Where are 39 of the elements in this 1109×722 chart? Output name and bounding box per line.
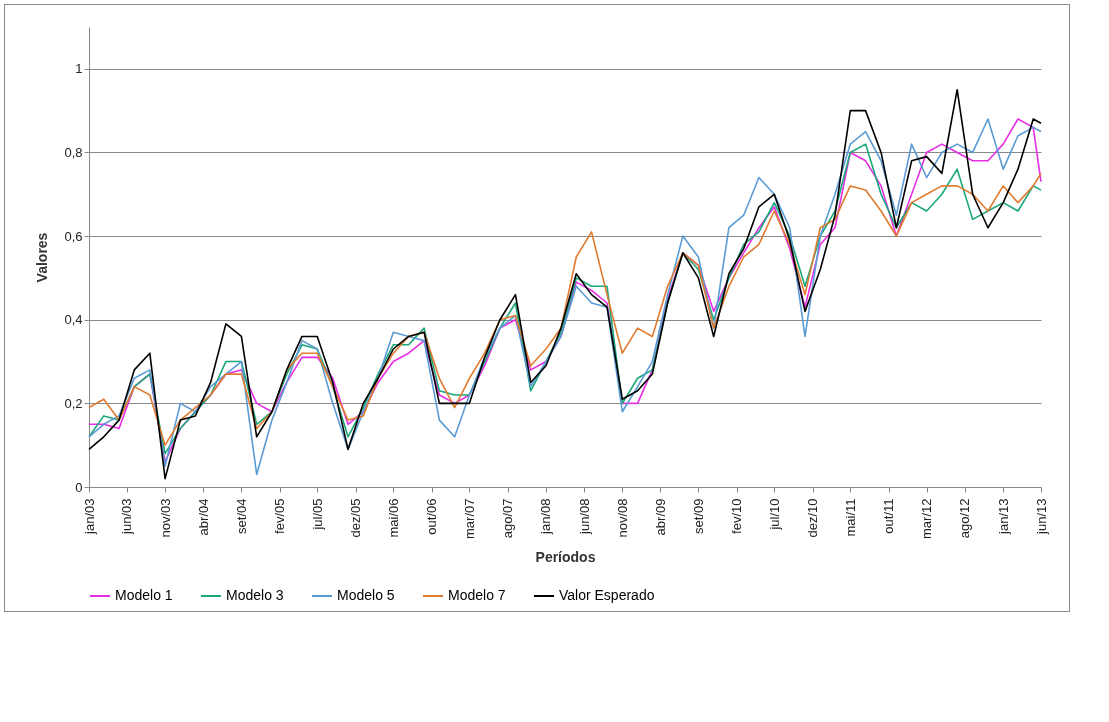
x-tick-label: dez/05: [348, 498, 364, 538]
x-tick-label: mai/06: [385, 498, 401, 538]
x-tick-label: nov/03: [157, 498, 173, 538]
x-tick-label: abr/04: [195, 498, 211, 536]
x-tick-label: jul/10: [766, 498, 782, 531]
x-tick-label: fev/05: [272, 498, 288, 534]
x-tick-label: set/04: [233, 498, 249, 534]
legend-label: Modelo 7: [448, 587, 506, 603]
x-tick-label: jan/08: [538, 498, 554, 535]
x-tick-label: jun/13: [1033, 498, 1049, 535]
x-tick-label: dez/10: [805, 498, 821, 538]
y-tick-label: 1: [75, 61, 83, 77]
y-tick-label: 0,4: [64, 312, 83, 328]
legend-label: Valor Esperado: [559, 587, 655, 603]
legend-label: Modelo 5: [337, 587, 395, 603]
x-tick-label: mai/11: [842, 498, 858, 537]
y-tick-label: 0,8: [64, 144, 83, 160]
y-tick-label: 0,2: [64, 395, 83, 411]
x-tick-label: jul/05: [309, 498, 325, 531]
x-tick-label: nov/08: [614, 498, 630, 538]
x-axis-title: Períodos: [535, 548, 596, 565]
x-tick-label: out/06: [424, 498, 440, 535]
x-tick-label: mar/07: [461, 498, 477, 539]
x-tick-label: set/09: [690, 498, 706, 534]
x-tick-label: jun/03: [119, 498, 135, 535]
y-tick-label: 0: [75, 479, 83, 495]
x-tick-label: abr/09: [652, 498, 668, 536]
legend-label: Modelo 3: [226, 587, 284, 603]
x-tick-label: jan/03: [81, 498, 97, 535]
x-tick-label: jan/13: [995, 498, 1011, 535]
y-tick-label: 0,6: [64, 228, 83, 244]
x-tick-label: jun/08: [576, 498, 592, 535]
x-tick-label: ago/12: [957, 498, 973, 539]
x-tick-label: out/11: [881, 498, 897, 534]
y-axis-title: Valores: [34, 232, 51, 283]
x-tick-label: ago/07: [500, 498, 516, 539]
x-tick-label: fev/10: [729, 498, 745, 534]
legend-label: Modelo 1: [115, 587, 173, 603]
x-tick-label: mar/12: [919, 498, 935, 539]
